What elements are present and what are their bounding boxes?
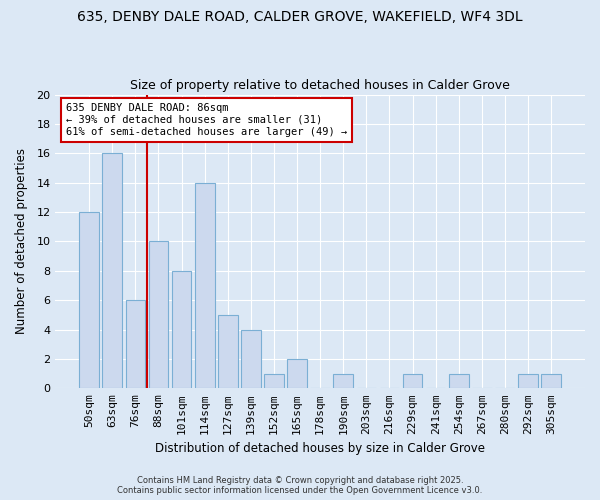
Title: Size of property relative to detached houses in Calder Grove: Size of property relative to detached ho… [130, 79, 510, 92]
Bar [195, 182, 215, 388]
Bar [218, 315, 238, 388]
Text: 635 DENBY DALE ROAD: 86sqm
← 39% of detached houses are smaller (31)
61% of semi: 635 DENBY DALE ROAD: 86sqm ← 39% of deta… [66, 104, 347, 136]
Bar [149, 242, 169, 388]
Bar [241, 330, 260, 388]
Bar [541, 374, 561, 388]
Bar [403, 374, 422, 388]
Bar [264, 374, 284, 388]
Bar [103, 154, 122, 388]
Bar [334, 374, 353, 388]
Bar [125, 300, 145, 388]
Y-axis label: Number of detached properties: Number of detached properties [15, 148, 28, 334]
Bar [449, 374, 469, 388]
Bar [518, 374, 538, 388]
Bar [172, 271, 191, 388]
Text: 635, DENBY DALE ROAD, CALDER GROVE, WAKEFIELD, WF4 3DL: 635, DENBY DALE ROAD, CALDER GROVE, WAKE… [77, 10, 523, 24]
Text: Contains HM Land Registry data © Crown copyright and database right 2025.
Contai: Contains HM Land Registry data © Crown c… [118, 476, 482, 495]
X-axis label: Distribution of detached houses by size in Calder Grove: Distribution of detached houses by size … [155, 442, 485, 455]
Bar [79, 212, 99, 388]
Bar [287, 359, 307, 388]
